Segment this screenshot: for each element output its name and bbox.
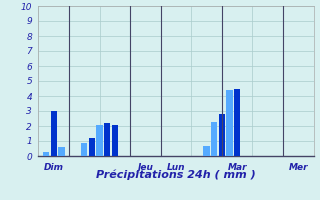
Bar [204, 146, 210, 156]
Bar [219, 114, 225, 156]
Bar [81, 142, 87, 156]
Text: Mer: Mer [289, 164, 308, 172]
Bar [211, 121, 217, 156]
Bar [226, 90, 233, 156]
Bar [234, 88, 240, 156]
Bar [43, 152, 49, 156]
Text: Dim: Dim [44, 164, 64, 172]
Bar [112, 124, 118, 156]
Bar [89, 138, 95, 156]
Text: Lun: Lun [167, 164, 185, 172]
Bar [51, 111, 57, 156]
Text: Mar: Mar [227, 164, 247, 172]
Bar [104, 123, 110, 156]
Bar [58, 147, 65, 156]
Bar [96, 124, 103, 156]
X-axis label: Précipitations 24h ( mm ): Précipitations 24h ( mm ) [96, 170, 256, 180]
Text: Jeu: Jeu [138, 164, 153, 172]
